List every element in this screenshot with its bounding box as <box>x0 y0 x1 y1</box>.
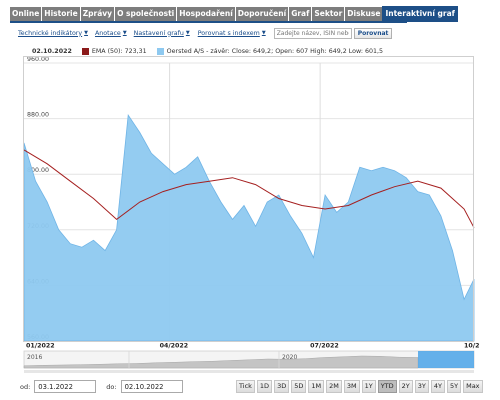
chevron-down-icon: ▼ <box>122 30 127 36</box>
y-tick-label: 880.00 <box>27 112 49 119</box>
tab-5[interactable]: Doporučení <box>235 7 289 21</box>
y-tick-label: 960.00 <box>27 56 49 63</box>
chart-settings-label: Nastavení grafu <box>133 29 184 37</box>
chevron-down-icon: ▼ <box>84 30 88 36</box>
legend-price-label: Oersted A/S - závěr: Close: 649,2; Open:… <box>166 47 383 55</box>
price-swatch <box>156 47 164 55</box>
to-date-input[interactable] <box>120 380 183 393</box>
tab-3[interactable]: O společnosti <box>115 7 177 21</box>
x-tick-label: 07/2022 <box>310 343 339 350</box>
chart-legend: 02.10.2022 EMA (50): 723,31 Oersted A/S … <box>32 46 393 56</box>
period-button-ytd[interactable]: YTD <box>377 380 397 393</box>
legend-item-ema: EMA (50): 723,31 <box>81 47 147 55</box>
legend-date: 02.10.2022 <box>32 47 72 55</box>
legend-item-price: Oersted A/S - závěr: Close: 649,2; Open:… <box>156 47 383 55</box>
navigator-selected-range[interactable] <box>418 351 474 368</box>
ema-swatch <box>81 47 89 55</box>
price-area-series <box>23 113 475 342</box>
compare-search-input[interactable] <box>273 27 352 39</box>
price-chart[interactable]: 960.00880.00800.00720.00640.00560.0001/2… <box>0 55 500 350</box>
x-tick-label: 04/2022 <box>160 343 189 350</box>
tab-7[interactable]: Sektor <box>312 7 345 21</box>
period-button-2y[interactable]: 2Y <box>398 380 413 393</box>
tab-underline <box>10 21 407 23</box>
period-selector: Tick 1D 3D 5D 1M 2M 3M 1Y YTD 2Y 3Y 4Y 5Y Max <box>236 380 483 393</box>
tab-9[interactable]: Interaktivní graf <box>382 6 458 22</box>
compare-button[interactable]: Porovnat <box>353 27 393 39</box>
annotations-menu[interactable]: Anotace ▼ <box>95 30 127 37</box>
tab-8[interactable]: Diskuse <box>345 7 383 21</box>
period-button-5d[interactable]: 5D <box>291 380 307 393</box>
ema-line-series <box>23 149 475 228</box>
to-label: do: <box>106 382 117 391</box>
navigator-year-label: 2016 <box>27 354 42 361</box>
y-tick-label: 800.00 <box>27 167 49 174</box>
compare-index-label: Porovnat s indexem <box>197 29 260 37</box>
chart-settings-menu[interactable]: Nastavení grafu ▼ <box>134 30 190 37</box>
period-button-tick[interactable]: Tick <box>236 380 255 393</box>
navigator-history-area <box>23 355 419 369</box>
period-button-5y[interactable]: 5Y <box>446 380 462 393</box>
period-button-3m[interactable]: 3M <box>343 380 360 393</box>
from-label: od: <box>20 382 31 391</box>
chevron-down-icon: ▼ <box>185 30 190 36</box>
period-button-max[interactable]: Max <box>463 380 483 393</box>
tab-4[interactable]: Hospodaření <box>177 7 235 21</box>
period-button-1d[interactable]: 1D <box>256 380 273 393</box>
annotations-label: Anotace <box>94 29 121 37</box>
tab-1[interactable]: Historie <box>42 7 80 21</box>
tab-0[interactable]: Online <box>10 7 42 21</box>
chart-toolbar: Technické indikátory ▼ Anotace ▼ Nastavení… <box>18 27 393 39</box>
navigator-scrollbar[interactable] <box>24 370 474 373</box>
x-tick-label: 10/2 <box>464 343 479 350</box>
period-button-1y[interactable]: 1Y <box>361 380 376 393</box>
indicators-menu[interactable]: Technické indikátory ▼ <box>18 30 88 37</box>
compare-index-menu[interactable]: Porovnat s indexem ▼ <box>198 30 266 37</box>
period-button-2m[interactable]: 2M <box>326 380 342 393</box>
tab-6[interactable]: Graf <box>289 7 312 21</box>
x-tick-label: 01/2022 <box>26 343 55 350</box>
period-button-1m[interactable]: 1M <box>308 380 325 393</box>
period-button-3d[interactable]: 3D <box>274 380 290 393</box>
period-button-3y[interactable]: 3Y <box>414 380 429 393</box>
legend-ema-label: EMA (50): 723,31 <box>91 47 147 55</box>
period-button-4y[interactable]: 4Y <box>430 380 445 393</box>
indicators-label: Technické indikátory <box>18 29 83 37</box>
date-range: od: do: <box>20 380 183 393</box>
tab-bar: Online Historie Zprávy O společnosti Hospoda… <box>10 6 458 22</box>
from-date-input[interactable] <box>34 380 97 393</box>
tab-2[interactable]: Zprávy <box>80 7 115 21</box>
range-navigator[interactable]: 2016 2020 <box>0 348 500 376</box>
chevron-down-icon: ▼ <box>261 30 266 36</box>
navigator-year-label: 2020 <box>282 354 297 361</box>
